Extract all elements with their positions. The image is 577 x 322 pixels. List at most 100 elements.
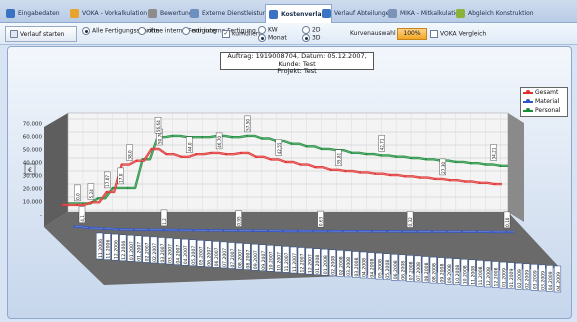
x-tick-label: 11.2008 [476, 260, 484, 287]
tab-abgleich-konstruktion[interactable]: Abgleich Konstruktion [456, 5, 534, 21]
chart-title: Auftrag: 1919008704, Datum: 05.12.2007, … [220, 52, 374, 75]
data-label-box [160, 209, 168, 227]
x-tick-box [313, 248, 321, 275]
x-tick-text: 05.2007 [199, 246, 205, 265]
data-label-box [117, 167, 124, 185]
x-tick-box [258, 244, 267, 271]
x-tick-box [227, 242, 236, 269]
x-tick-label: 10.2007 [266, 245, 275, 272]
chart-right-wall [508, 113, 524, 222]
y-tick-label: - [40, 213, 42, 219]
x-tick-label: 03.2008 [344, 250, 352, 278]
x-tick-text: 08.2007 [238, 249, 244, 268]
x-tick-text: 12.2008 [486, 267, 492, 286]
x-tick-label: 04.2009 [553, 265, 562, 293]
voka-vergleich-checkbox[interactable]: VOKA Vergleich [430, 30, 486, 38]
zoom-field[interactable]: 100% [397, 28, 427, 40]
data-label-box [406, 211, 414, 228]
series-point-material [460, 230, 463, 233]
calculator-icon [70, 8, 79, 18]
series-point-gesamt [105, 191, 108, 193]
data-label-text: 0,63 [319, 216, 324, 226]
series-point-personal [96, 197, 99, 200]
y-tick-label: 60.000 [23, 135, 43, 141]
x-tick-label: 09.2007 [251, 243, 259, 271]
x-tick-box [476, 260, 484, 287]
tab-externe-dienstleistungen[interactable]: Externe Dienstleistungen [190, 5, 278, 21]
x-tick-text: 03.2008 [354, 257, 360, 276]
data-label-box [154, 116, 162, 134]
x-tick-box [553, 265, 562, 293]
x-tick-label: 04.2008 [367, 252, 376, 279]
tab-verlauf-abteilungen[interactable]: Verlauf Abteilungen [322, 5, 393, 21]
x-tick-box [111, 233, 119, 261]
x-tick-label: 10.2008 [460, 259, 469, 286]
series-point-material [267, 229, 269, 232]
legend-item-personal: Personal [521, 106, 567, 115]
legend-swatch [523, 99, 533, 103]
x-tick-label: 02.2007 [142, 236, 150, 263]
series-point-material [192, 229, 195, 232]
series-point-material [431, 230, 433, 233]
x-tick-text: 01.2009 [502, 268, 508, 287]
tab-eingabedaten[interactable]: Eingabedaten [6, 5, 60, 21]
option-monat[interactable]: Monat [258, 34, 287, 42]
option-ohne-interne-fertigung[interactable]: ohne interne Fertigung [138, 27, 217, 35]
series-point-material [401, 230, 403, 233]
chart-subtitle: Projekt: Test [277, 67, 317, 75]
x-tick-text: 04.2007 [175, 245, 181, 264]
series-point-gesamt [225, 153, 228, 156]
x-tick-label: 03.2007 [165, 237, 174, 265]
data-label-text: 42,71 [380, 138, 385, 150]
series-point-material [475, 230, 478, 233]
x-tick-text: 10.2007 [276, 252, 282, 271]
x-tick-text: 09.2007 [253, 250, 259, 269]
option-2d[interactable]: 2D [302, 26, 320, 34]
series-point-gesamt [404, 175, 406, 178]
x-tick-label: 08.2007 [235, 242, 244, 270]
series-point-gesamt [359, 171, 362, 174]
tab-mika[interactable]: MIKA - Mitkalkulation [388, 5, 463, 21]
x-tick-box [142, 236, 150, 263]
data-label: 38,0 [126, 144, 133, 161]
option-3d[interactable]: 3D [302, 34, 320, 42]
x-tick-label: 08.2008 [429, 256, 438, 284]
tab-strip: Eingabedaten VOKA - Vorkalkulation Bewer… [0, 0, 577, 23]
data-label-text: 0,0 [75, 193, 80, 200]
tab-voka[interactable]: VOKA - Vorkalkulation [70, 5, 147, 21]
radio-on-icon [258, 34, 266, 42]
chart-icon [269, 9, 278, 19]
tab-kostenverlauf[interactable]: Kostenverlauf [265, 4, 333, 23]
x-tick-text: 10.2007 [269, 251, 275, 270]
verlauf-starten-button[interactable]: Verlauf starten [5, 26, 77, 42]
x-tick-text: 09.2008 [447, 264, 453, 283]
x-tick-text: 03.2009 [533, 270, 539, 289]
series-point-gesamt [478, 181, 481, 184]
option-kw[interactable]: KW [258, 26, 278, 34]
data-label-box [503, 211, 511, 229]
x-tick-box [538, 264, 546, 292]
kumuliert-checkbox[interactable]: ✓ kumuliert [222, 30, 261, 38]
kurvenauswahl-dropdown[interactable]: Kurvenauswahl ▾ [350, 30, 401, 37]
data-label-box [126, 144, 133, 161]
series-point-material [296, 230, 299, 232]
x-tick-label: 05.2008 [375, 252, 383, 280]
series-point-personal [499, 164, 502, 167]
series-point-personal [111, 187, 114, 189]
data-label: 17,0 [117, 167, 124, 185]
option-alle-fertigungsschritte[interactable]: Alle Fertigungsschritte [82, 27, 159, 35]
radio-on-icon [302, 34, 310, 42]
x-tick-text: 06.2008 [401, 261, 407, 280]
data-label-text: 34,21 [492, 147, 497, 159]
x-tick-text: 12.2006 [121, 241, 127, 260]
series-point-material [117, 228, 120, 231]
option-nur-interne-fertigung[interactable]: nur interne Fertigung [182, 27, 256, 35]
tab-bewertung[interactable]: Bewertung [148, 5, 193, 21]
data-label-text: 0,95 [237, 216, 242, 226]
x-tick-box [119, 234, 127, 261]
y-axis-label-box [24, 163, 36, 175]
x-tick-label: 02.2008 [336, 250, 344, 277]
series-point-gesamt [374, 172, 377, 175]
x-tick-label: 02.2008 [328, 249, 337, 277]
data-label-box [490, 144, 497, 161]
